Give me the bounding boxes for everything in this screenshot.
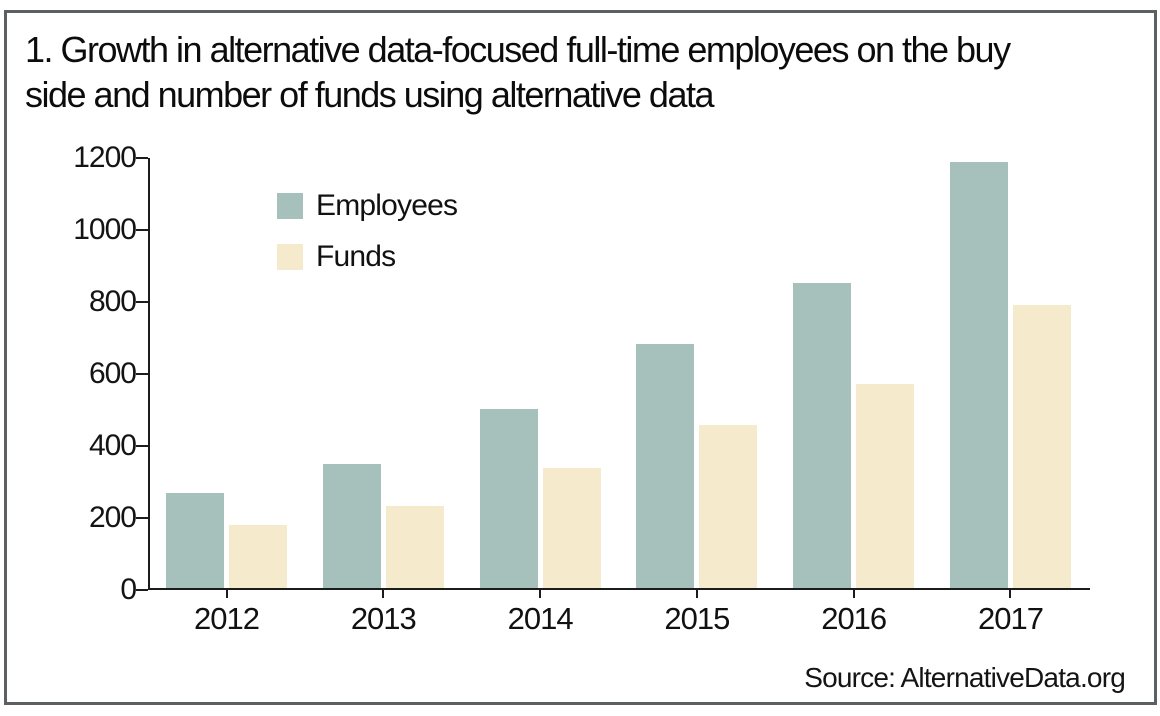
y-axis-tick-label: 0: [120, 573, 137, 606]
figure-frame-border: [4, 10, 1157, 705]
x-axis-tick-label: 2015: [664, 601, 730, 636]
bar-funds-2015: [699, 424, 758, 588]
legend-item-funds: Funds: [277, 240, 457, 274]
x-axis-tick-label: 2014: [507, 601, 574, 636]
legend-swatch-funds: [277, 244, 303, 270]
chart-title: 1. Growth in alternative data-focused fu…: [25, 29, 1011, 115]
x-axis-tick-label: 2012: [194, 601, 260, 636]
x-axis-tick-label: 2017: [978, 601, 1044, 636]
y-axis-tick-label: 1000: [73, 213, 137, 246]
bar-employees-2015: [636, 344, 695, 588]
bar-employees-2013: [322, 464, 381, 588]
legend-swatch-employees: [277, 193, 303, 219]
x-axis-tick-mark: [1009, 590, 1012, 598]
bar-funds-2017: [1012, 304, 1071, 588]
x-axis-tick-mark: [539, 590, 542, 598]
x-axis-tick-mark: [695, 590, 698, 598]
bar-funds-2012: [229, 525, 287, 588]
legend: Employees Funds: [277, 189, 458, 274]
bar-employees-2014: [479, 408, 538, 588]
bar-funds-2014: [542, 467, 601, 588]
bar-group-2015: 2015: [636, 158, 758, 636]
bar-group-2013: 2013: [322, 158, 444, 636]
bar-group-2017: 2017: [949, 158, 1071, 636]
bar-funds-2016: [856, 383, 915, 588]
bar-groups: 2012 2013 2014 2015 2016 2017: [150, 158, 1090, 636]
y-axis-tick-mark: [136, 373, 148, 375]
x-axis-tick-mark: [852, 590, 855, 598]
y-axis-labels: 0 200 400 600 800 1000 1200: [28, 143, 137, 605]
bar-funds-2013: [385, 505, 444, 588]
legend-label-employees: Employees: [316, 189, 458, 222]
x-axis-tick-label: 2013: [350, 601, 417, 636]
legend-label-funds: Funds: [316, 240, 396, 273]
x-axis-tick-mark: [382, 590, 385, 598]
bar-group-2016: 2016: [793, 158, 915, 636]
y-axis-tick-label: 600: [88, 357, 137, 390]
bar-employees-2016: [793, 283, 852, 588]
y-axis-tick-marks: [136, 157, 148, 591]
y-axis-tick-label: 1200: [73, 141, 137, 174]
bar-group-2014: 2014: [479, 158, 601, 636]
y-axis-tick-mark: [136, 445, 148, 448]
legend-item-employees: Employees: [277, 189, 458, 223]
bar-employees-2017: [949, 161, 1008, 588]
bar-employees-2012: [166, 493, 224, 588]
plot-area: 2012 2013 2014 2015 2016 2017 Employees Funds: [148, 158, 1090, 636]
y-axis-tick-mark: [136, 301, 148, 304]
y-axis-tick-mark: [136, 229, 148, 231]
x-axis-tick-mark: [225, 590, 228, 598]
y-axis-tick-label: 800: [88, 285, 137, 319]
source-credit: Source: AlternativeData.org: [804, 662, 1126, 693]
y-axis-tick-mark: [136, 157, 148, 159]
bar-group-2012: 2012: [166, 158, 287, 636]
y-axis-tick-label: 400: [88, 429, 137, 463]
y-axis-tick-mark: [136, 517, 148, 520]
y-axis-tick-label: 200: [88, 501, 137, 535]
x-axis-tick-label: 2016: [821, 601, 887, 636]
y-axis-tick-mark: [136, 589, 148, 591]
